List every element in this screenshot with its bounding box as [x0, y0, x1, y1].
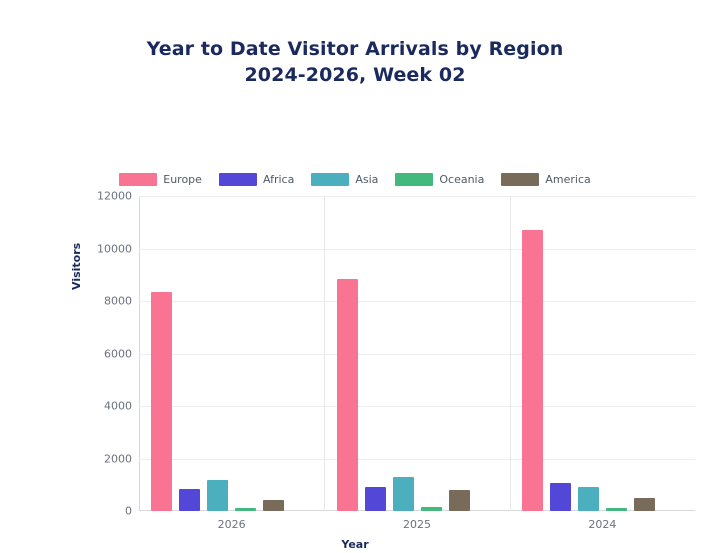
- bar-america-2024[interactable]: [633, 497, 655, 511]
- y-axis-title: Visitors: [70, 242, 83, 290]
- bar-europe-2024[interactable]: [521, 230, 543, 511]
- bar-europe-2025[interactable]: [336, 279, 358, 511]
- gridline: [139, 196, 695, 197]
- y-tick-label: 6000: [104, 347, 132, 360]
- legend-swatch-asia: [311, 173, 350, 186]
- bar-asia-2024[interactable]: [577, 486, 599, 511]
- group-separator: [509, 196, 511, 511]
- x-tick-label-2024: 2024: [588, 518, 617, 531]
- legend-item-america[interactable]: America: [501, 173, 591, 186]
- chart-title-line1: Year to Date Visitor Arrivals by Region: [146, 38, 564, 60]
- bar-america-2026[interactable]: [263, 499, 285, 511]
- legend-swatch-africa: [218, 173, 257, 186]
- y-tick-label: 2000: [104, 452, 132, 465]
- plot-area: [139, 196, 695, 511]
- bar-oceania-2025[interactable]: [420, 507, 442, 511]
- bar-asia-2025[interactable]: [392, 477, 414, 511]
- x-axis-title: Year: [341, 538, 369, 551]
- gridline: [139, 458, 695, 460]
- y-tick-label: 10000: [97, 242, 132, 255]
- bar-asia-2026[interactable]: [207, 479, 229, 511]
- legend-item-europe[interactable]: Europe: [119, 173, 202, 186]
- legend-item-asia[interactable]: Asia: [311, 173, 378, 186]
- legend-swatch-europe: [119, 173, 158, 186]
- legend-label-europe: Europe: [163, 173, 202, 186]
- legend-label-america: America: [545, 173, 591, 186]
- x-axis-line: [139, 510, 695, 511]
- bar-oceania-2024[interactable]: [605, 507, 627, 511]
- bar-africa-2025[interactable]: [364, 486, 386, 511]
- group-separator: [324, 196, 326, 511]
- y-tick-label: 4000: [104, 399, 132, 413]
- y-tick-label: 12000: [97, 189, 132, 203]
- gridline: [139, 248, 695, 250]
- chart-title-line2: 2024-2026, Week 02: [244, 64, 466, 86]
- legend-item-africa[interactable]: Africa: [218, 173, 295, 186]
- legend-swatch-oceania: [395, 173, 434, 186]
- bar-africa-2026[interactable]: [179, 489, 201, 511]
- legend-label-oceania: Oceania: [439, 173, 485, 186]
- legend-label-asia: Asia: [355, 173, 379, 186]
- bar-africa-2024[interactable]: [549, 483, 571, 511]
- x-tick-label-2026: 2026: [217, 518, 246, 531]
- gridline: [139, 353, 695, 355]
- bar-america-2025[interactable]: [448, 489, 470, 511]
- y-tick-label: 8000: [104, 294, 132, 308]
- gridline: [139, 301, 695, 302]
- chart-title: Year to Date Visitor Arrivals by Region …: [0, 36, 710, 88]
- gridline: [139, 406, 695, 407]
- chart-legend: Europe Africa Asia Oceania America: [0, 173, 710, 186]
- bar-europe-2026[interactable]: [151, 291, 173, 511]
- y-tick-label: 0: [125, 504, 132, 518]
- bar-oceania-2026[interactable]: [235, 508, 257, 511]
- legend-item-oceania[interactable]: Oceania: [395, 173, 484, 186]
- x-tick-label-2025: 2025: [403, 518, 431, 531]
- legend-swatch-america: [501, 173, 540, 186]
- legend-label-africa: Africa: [262, 173, 295, 186]
